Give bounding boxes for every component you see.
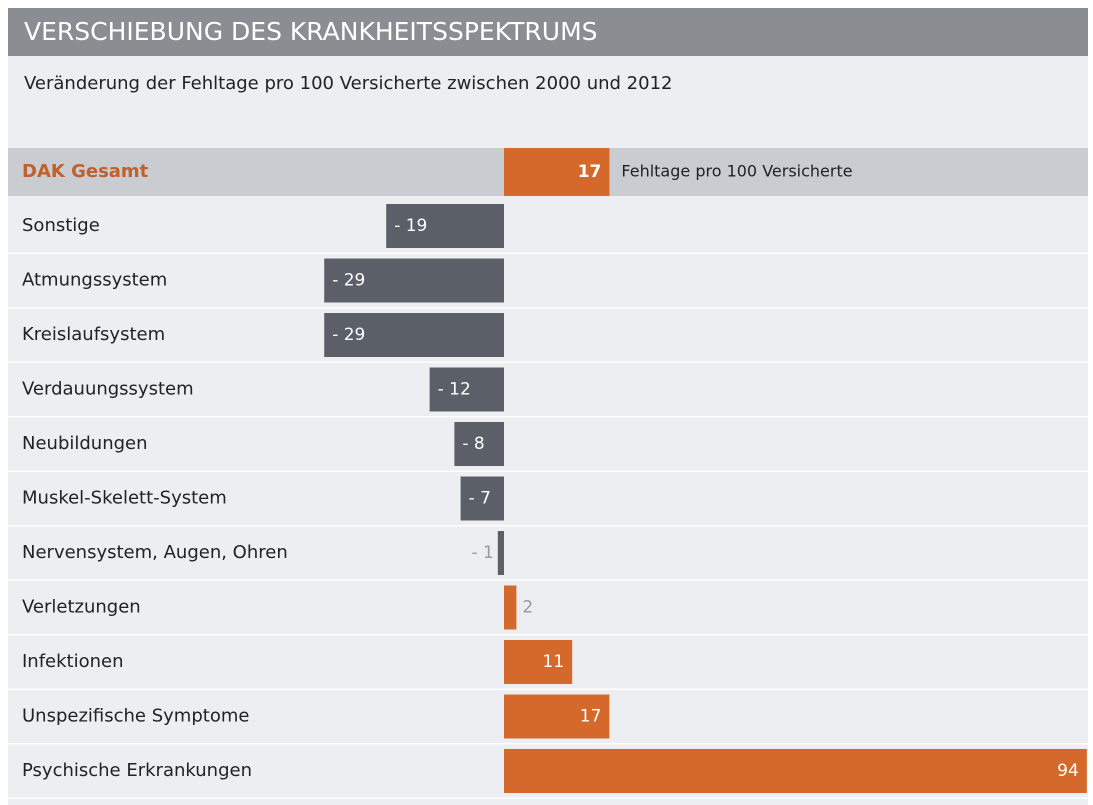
- bar: [504, 148, 610, 196]
- value-label: 11: [543, 652, 565, 672]
- category-label: Atmungssystem: [22, 270, 167, 291]
- value-label: - 8: [462, 434, 484, 454]
- value-label: - 19: [394, 216, 427, 236]
- value-label: - 7: [469, 489, 491, 509]
- category-label: Verletzungen: [22, 597, 141, 618]
- value-label: - 29: [332, 325, 365, 345]
- annotation: Fehltage pro 100 Versicherte: [621, 162, 852, 181]
- category-label: Verdauungssystem: [22, 379, 194, 400]
- category-label: Unspezifische Symptome: [22, 706, 249, 727]
- bar: [460, 476, 504, 521]
- bar: [386, 204, 504, 248]
- category-label: Muskel-Skelett-System: [22, 488, 227, 509]
- value-label: - 29: [332, 271, 365, 291]
- bar: [454, 422, 504, 466]
- chart-title: VERSCHIEBUNG DES KRANKHEITSSPEKTRUMS: [24, 17, 598, 46]
- category-label: Psychische Erkrankungen: [22, 760, 252, 781]
- category-label: Kreislaufsystem: [22, 324, 165, 345]
- category-label: Neubildungen: [22, 433, 148, 454]
- chart-subtitle: Veränderung der Fehltage pro 100 Versich…: [24, 73, 672, 94]
- category-label: DAK Gesamt: [22, 161, 149, 182]
- value-label: 2: [522, 598, 533, 618]
- background: [8, 8, 1088, 805]
- category-label: Nervensystem, Augen, Ohren: [22, 542, 288, 563]
- value-label: - 1: [471, 543, 493, 563]
- bar: [324, 313, 504, 357]
- bar: [497, 531, 504, 575]
- category-label: Infektionen: [22, 651, 124, 672]
- bar: [504, 585, 517, 630]
- bar: [429, 367, 504, 412]
- value-label: 94: [1057, 761, 1079, 781]
- value-label: 17: [580, 707, 602, 727]
- title-bar: [8, 8, 1088, 56]
- value-label: - 12: [438, 380, 471, 400]
- bar: [504, 749, 1087, 793]
- bar: [324, 258, 504, 303]
- category-label: Sonstige: [22, 215, 100, 236]
- bar: [504, 640, 573, 684]
- bar: [504, 694, 610, 739]
- value-label: 17: [578, 162, 602, 182]
